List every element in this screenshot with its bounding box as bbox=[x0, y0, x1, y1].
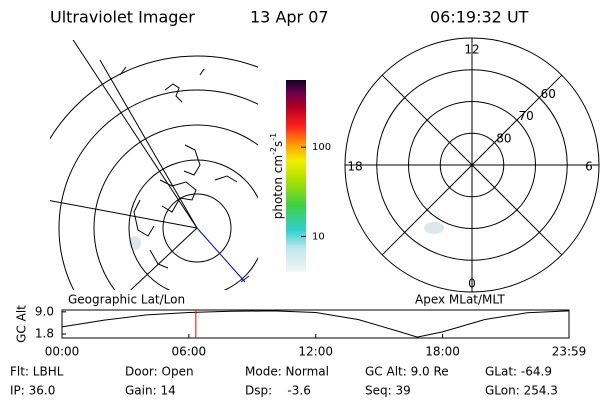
x-tick-label: 18:00 bbox=[425, 345, 460, 359]
mlt-label: 18 bbox=[347, 160, 362, 174]
info-text: Gain: 14 bbox=[125, 384, 176, 398]
colorbar-label-part: s bbox=[271, 141, 285, 147]
colorbar bbox=[286, 80, 306, 272]
info-text: GC Alt: 9.0 Re bbox=[365, 365, 449, 379]
x-tick-label: 23:59 bbox=[552, 345, 587, 359]
info-text: Flt: LBHL bbox=[10, 365, 64, 379]
mlt-label: 6 bbox=[585, 160, 593, 174]
plot-frame bbox=[61, 309, 570, 339]
mlat-ring bbox=[439, 132, 505, 198]
mlat-label: 60 bbox=[541, 87, 556, 101]
info-text: GLat: -64.9 bbox=[485, 365, 552, 379]
y-tick-label: 9.0 bbox=[35, 304, 54, 318]
altitude-line bbox=[61, 310, 570, 338]
mlt-label: 0 bbox=[468, 277, 476, 291]
x-tick-label: 12:00 bbox=[298, 345, 333, 359]
colorbar-label-part: -1 bbox=[269, 133, 278, 141]
x-tick-label: 00:00 bbox=[45, 345, 80, 359]
mlat-label: 80 bbox=[496, 131, 511, 145]
info-text: Seq: 39 bbox=[365, 384, 411, 398]
info-text: Dsp: -3.6 bbox=[245, 384, 311, 398]
mlat-label: 70 bbox=[518, 109, 533, 123]
polar-label: Apex MLat/MLT bbox=[415, 293, 505, 307]
colorbar-label-text: photon cm-2s-1 bbox=[269, 133, 285, 220]
info-text: IP: 36.0 bbox=[10, 384, 55, 398]
polar-spoke bbox=[381, 74, 563, 256]
colorbar-tick-label: 100 bbox=[312, 142, 331, 153]
colorbar-label: photon cm-2s-1 bbox=[269, 133, 285, 220]
mlat-ring bbox=[376, 69, 568, 261]
geographic-map bbox=[50, 40, 258, 290]
y-tick-label: 1.8 bbox=[35, 327, 54, 341]
colorbar-tick-label: 10 bbox=[312, 231, 325, 242]
info-text: Door: Open bbox=[125, 365, 194, 379]
mlt-label: 12 bbox=[464, 43, 479, 57]
y-axis-label: GC Alt bbox=[15, 305, 29, 343]
colorbar-label-part: photon cm bbox=[271, 155, 285, 219]
title: Ultraviolet Imager bbox=[50, 8, 195, 27]
colorbar-label-part: -2 bbox=[269, 147, 278, 155]
time: 06:19:32 UT bbox=[430, 8, 529, 27]
info-text: Mode: Normal bbox=[245, 365, 329, 379]
date: 13 Apr 07 bbox=[250, 8, 329, 27]
mlat-ring bbox=[408, 101, 536, 229]
aurora-blob bbox=[424, 222, 444, 234]
x-tick-label: 06:00 bbox=[172, 345, 207, 359]
info-text: GLon: 254.3 bbox=[485, 384, 558, 398]
map-label: Geographic Lat/Lon bbox=[68, 293, 185, 307]
